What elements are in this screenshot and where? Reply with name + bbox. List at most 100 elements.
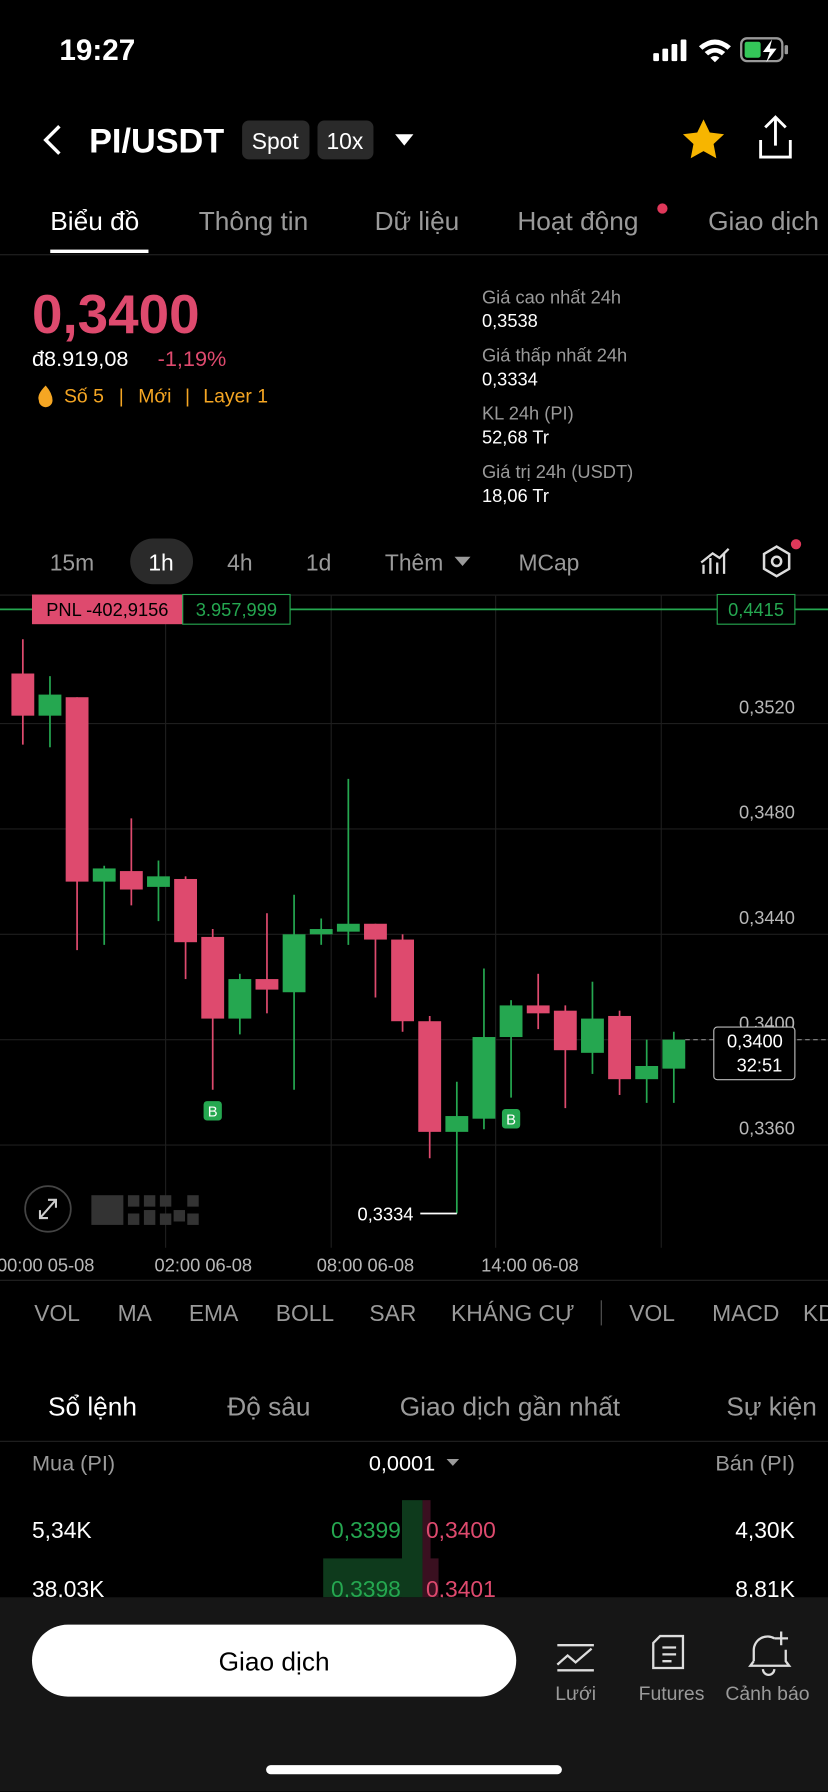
candle-body	[553, 1010, 577, 1051]
y-tick-label: 0,3520	[739, 696, 795, 717]
candle-body	[282, 934, 306, 993]
candle-body	[119, 871, 143, 890]
depth-bar	[323, 1558, 423, 1598]
trade-button[interactable]	[31, 1624, 517, 1697]
tag: Mới	[138, 386, 171, 408]
stat-label: Giá thấp nhất 24h	[482, 345, 627, 366]
interval[interactable]: Thêm	[385, 550, 443, 576]
tab[interactable]: Dữ liệu	[375, 206, 460, 236]
book-tab[interactable]: Sự kiện	[726, 1392, 817, 1422]
candle-body	[472, 1037, 496, 1119]
notification-dot	[657, 203, 668, 214]
indicator-separator	[600, 1300, 602, 1326]
badge: Spot	[252, 128, 300, 154]
interval[interactable]: MCap	[518, 550, 579, 576]
ask-price: 0,3400	[426, 1517, 496, 1543]
alert-icon[interactable]	[748, 1631, 792, 1677]
action-label: Futures	[639, 1683, 705, 1705]
expand-button[interactable]	[24, 1185, 72, 1233]
dropdown-icon[interactable]	[454, 556, 471, 566]
indicator[interactable]: MACD	[712, 1300, 779, 1326]
depth-bar	[422, 1558, 439, 1598]
stat-value: 0,3334	[482, 368, 538, 389]
action-label: Lưới	[555, 1683, 596, 1705]
stat-label: Giá trị 24h (USDT)	[482, 461, 633, 482]
share-button[interactable]	[759, 115, 792, 159]
home-indicator	[266, 1765, 562, 1775]
interval[interactable]: 15m	[50, 550, 94, 576]
book-tab[interactable]: Giao dịch gần nhất	[400, 1392, 621, 1422]
status-icons	[653, 37, 789, 63]
buy-marker-label: B	[506, 1112, 516, 1128]
pnl-price-bg	[716, 593, 796, 625]
interval[interactable]: 1h	[148, 550, 173, 576]
book-tab[interactable]: Độ sâu	[227, 1392, 310, 1422]
book-tab[interactable]: Sổ lệnh	[48, 1392, 137, 1422]
watermark	[91, 1195, 199, 1225]
indicator[interactable]: SAR	[369, 1300, 416, 1326]
indicator[interactable]: VOL	[34, 1300, 80, 1326]
divider	[0, 254, 828, 256]
tag-separator: |	[185, 386, 190, 408]
x-tick-label: 14:00 06-08	[481, 1255, 579, 1276]
back-button[interactable]	[43, 125, 61, 155]
candle-body	[309, 929, 333, 935]
pnl-label: PNL -402,9156	[46, 599, 168, 620]
candle-body	[174, 878, 198, 943]
indicator[interactable]: MA	[118, 1300, 153, 1326]
indicator-button[interactable]	[700, 548, 730, 574]
countdown: 32:51	[737, 1055, 783, 1076]
step-selector[interactable]: 0,0001	[369, 1450, 435, 1475]
favorite-star[interactable]	[682, 119, 725, 159]
indicator[interactable]: BOLL	[276, 1300, 334, 1326]
dropdown-icon[interactable]	[395, 134, 414, 146]
buy-header: Mua (PI)	[32, 1450, 115, 1475]
candlestick-chart: 0,3520 0,3480 0,3440 0,3400 0,3360 00:00 05-0…	[0, 593, 828, 1276]
indicator[interactable]: KHÁNG CỰ	[451, 1300, 575, 1326]
candle-body	[499, 1005, 523, 1038]
buy-size: 5,34K	[32, 1517, 92, 1543]
pnl-bg	[31, 594, 183, 625]
candle-body	[228, 979, 252, 1019]
divider	[0, 1279, 828, 1281]
pnl-amount: 3.957,999	[196, 599, 277, 620]
price-change: -1,19%	[158, 346, 227, 371]
depth-bar	[422, 1500, 431, 1598]
indicator-bar: VOL MA EMA BOLL SAR KHÁNG CỰ VOL MACD KDJ	[34, 1300, 828, 1326]
x-tick-label: 02:00 06-08	[155, 1255, 252, 1276]
y-tick-label: 0,3360	[739, 1118, 795, 1139]
settings-button[interactable]	[762, 545, 791, 578]
tag: Layer 1	[203, 386, 268, 408]
candle-body	[581, 1018, 604, 1053]
x-tick-label: 08:00 06-08	[317, 1255, 414, 1276]
fire-icon	[38, 385, 53, 408]
y-tick-label: 0,3480	[739, 802, 795, 823]
buy-marker-label: B	[208, 1105, 218, 1121]
tab[interactable]: Biểu đồ	[50, 206, 139, 236]
trade-button-label: Giao dịch	[219, 1646, 330, 1676]
divider	[0, 594, 828, 596]
grid-icon[interactable]	[556, 1644, 594, 1672]
candle-body	[336, 923, 360, 932]
tab[interactable]: Hoạt động	[517, 206, 638, 236]
badge: 10x	[326, 128, 363, 154]
indicator[interactable]: KDJ	[803, 1300, 828, 1326]
interval[interactable]: 1d	[306, 550, 331, 576]
interval[interactable]: 4h	[227, 550, 252, 576]
candle-body	[608, 1015, 631, 1080]
current-price: 0,3400	[727, 1031, 783, 1052]
stat-value: 0,3538	[482, 310, 538, 331]
candle-body	[418, 1021, 442, 1132]
indicator[interactable]: EMA	[189, 1300, 239, 1326]
pnl-price: 0,4415	[728, 599, 784, 620]
tab[interactable]: Thông tin	[199, 206, 308, 236]
clock: 19:27	[59, 34, 135, 67]
indicator[interactable]: VOL	[629, 1300, 675, 1326]
stats: Giá cao nhất 24h 0,3538 Giá thấp nhất 24h0…	[482, 286, 633, 506]
futures-icon[interactable]	[652, 1634, 685, 1670]
candle-body	[11, 673, 35, 716]
tab[interactable]: Giao dịch	[708, 206, 819, 236]
badge-bg	[242, 120, 310, 160]
candle-body	[445, 1116, 469, 1132]
